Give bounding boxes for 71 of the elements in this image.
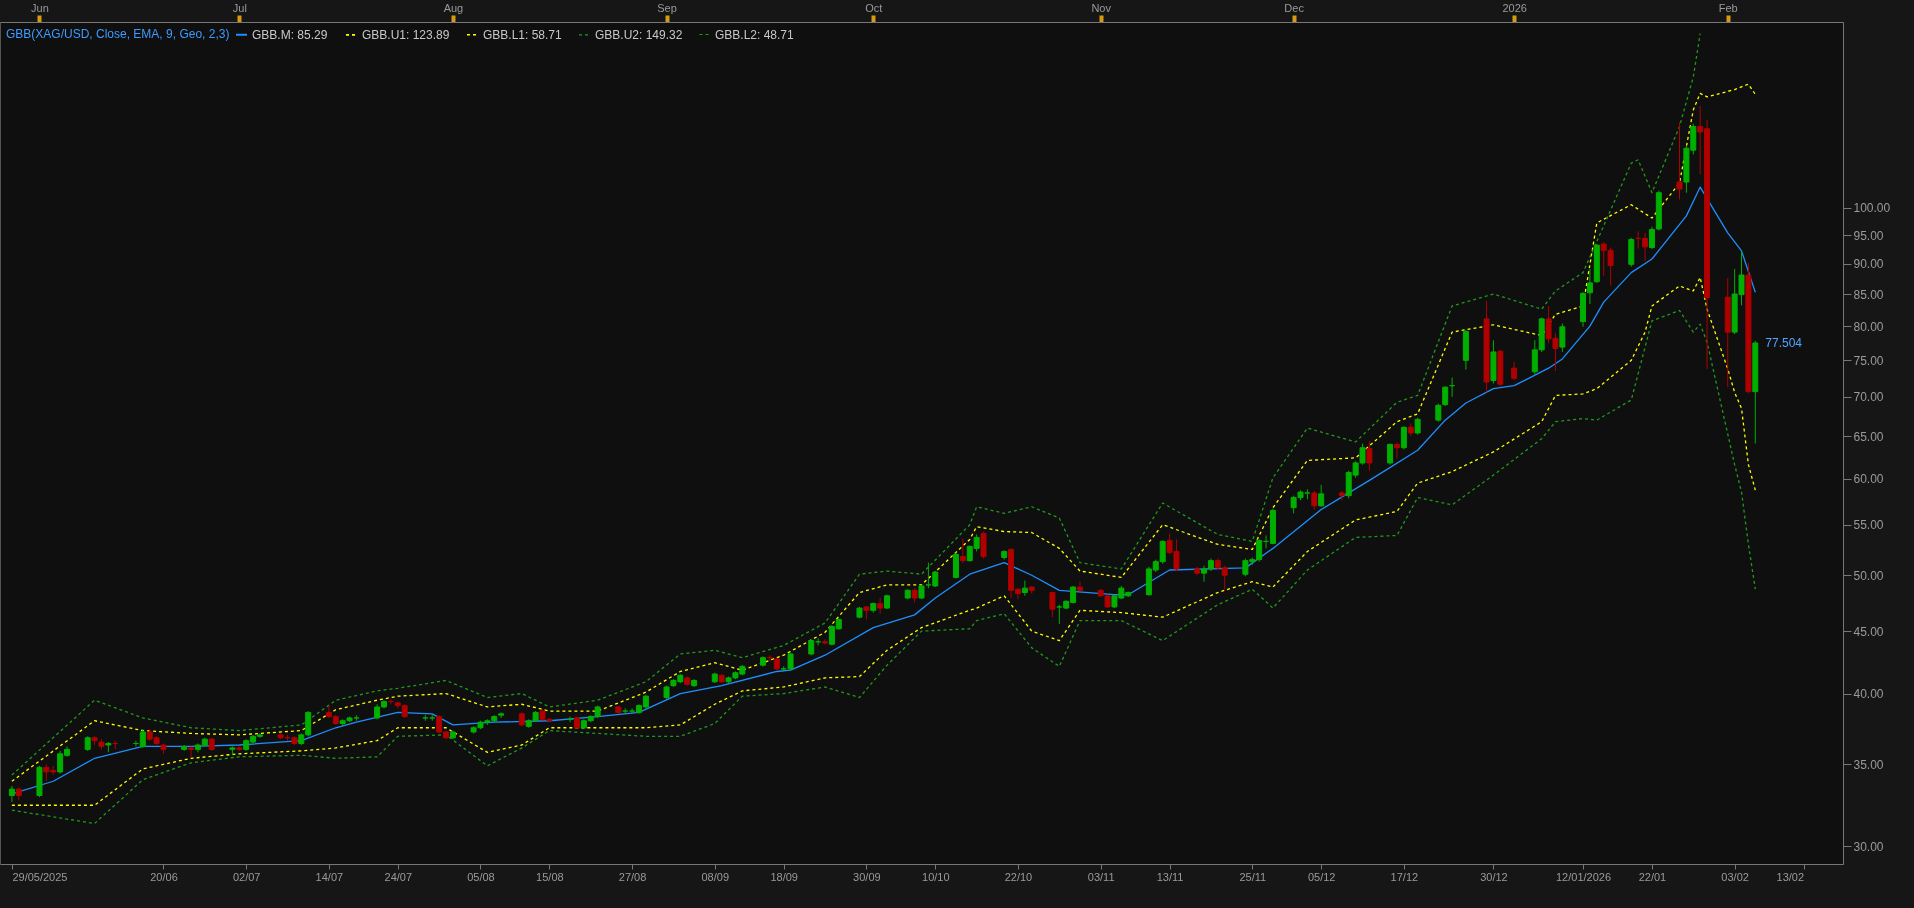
candlestick [1366,440,1373,472]
candlestick [8,785,15,803]
x2-tick-label: Nov [1091,1,1112,14]
x2-tick-label: Sep [657,1,677,14]
x2-tick-label: 2026 [1502,1,1527,14]
candlestick [959,537,966,564]
x-tick-label: 27/08 [618,870,647,883]
x-tick-label: 15/08 [536,870,564,883]
y-tick-label: 30.00 [1853,839,1884,854]
legend-label: GBB.U2: 149.32 [595,27,683,42]
x-tick-label: 12/01/2026 [1556,870,1612,883]
y-tick-label: 65.00 [1853,429,1884,444]
candlestick [980,531,987,560]
y-tick-label: 45.00 [1853,624,1884,639]
x-tick-label: 13/02 [1776,870,1805,883]
x-tick-label: 14/07 [315,870,344,883]
y-tick-label: 95.00 [1853,228,1884,243]
x2-tick-label: Dec [1284,1,1305,14]
annotation: 77.504 [1765,335,1803,350]
legend-label: GBB.M: 85.29 [252,27,328,42]
x-tick-label: 30/12 [1480,870,1508,883]
x-tick-label: 18/09 [770,870,798,883]
candlestick [1049,590,1056,618]
y-tick-label: 80.00 [1853,319,1884,334]
legend-label: GBB.L2: 48.71 [715,27,795,42]
candlestick [188,745,195,758]
x-tick-label: 17/12 [1390,870,1419,883]
x-tick-label: 29/05/2025 [12,870,68,883]
y-tick-label: 85.00 [1853,287,1884,302]
candlestick [952,551,959,579]
y-tick-label: 100.00 [1853,201,1891,216]
y-tick-label: 55.00 [1853,518,1884,533]
y-tick-label: 75.00 [1853,353,1884,368]
legend-label: GBB.U1: 123.89 [362,27,450,42]
x-tick-label: 22/10 [1004,870,1033,883]
y-tick-label: 50.00 [1853,568,1884,583]
candlestick [1393,442,1400,460]
candlestick [1676,121,1683,200]
x2-tick-label: Feb [1718,1,1738,14]
x2-tick-label: Jul [232,1,247,14]
x-tick-label: 24/07 [384,870,413,883]
x-tick-label: 25/11 [1239,870,1267,883]
x-tick-label: 03/02 [1721,870,1749,883]
y-tick-label: 35.00 [1853,757,1884,772]
legend-title: GBB(XAG/USD, Close, EMA, 9, Geo, 2,3) [6,27,230,41]
candlestick [1559,323,1566,353]
legend-label: GBB.L1: 58.71 [483,27,563,42]
x2-tick-label: Aug [443,1,464,14]
y-tick-label: 40.00 [1853,687,1884,702]
y-tick-label: 70.00 [1853,390,1884,405]
candlestick [1511,361,1518,381]
candlestick [1442,385,1449,407]
y-tick-label: 60.00 [1853,472,1884,487]
x-tick-label: 08/09 [701,870,730,883]
x-tick-label: 20/06 [150,870,178,883]
candlestick [139,728,146,749]
y-tick-label: 90.00 [1853,257,1884,272]
candlestick [1318,484,1325,508]
x2-tick-label: Jun [31,1,49,14]
x-tick-label: 05/08 [467,870,495,883]
candlestick [1311,490,1318,511]
x-tick-label: 05/12 [1307,870,1336,883]
candlestick [1586,268,1593,305]
candlestick [1021,580,1028,597]
x-tick-label: 22/01 [1638,870,1667,883]
x-tick-label: 02/07 [232,870,261,883]
x-tick-label: 10/10 [922,870,950,883]
x-tick-label: 13/11 [1156,870,1184,883]
x-tick-label: 03/11 [1087,870,1115,883]
x-tick-label: 30/09 [853,870,881,883]
x2-tick-label: Oct [865,1,883,14]
